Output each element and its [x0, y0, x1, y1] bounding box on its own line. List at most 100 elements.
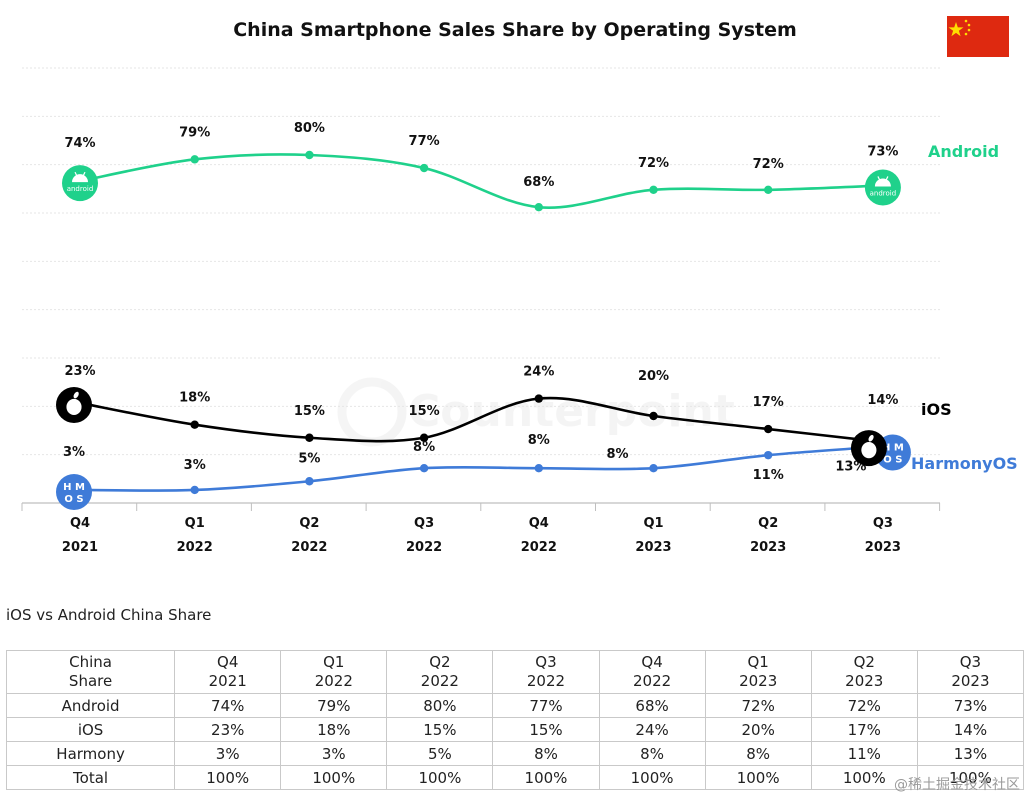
x-tick-label-quarter: Q4: [529, 516, 549, 531]
row-label: Harmony: [5, 741, 176, 766]
android-antenna: [877, 176, 881, 181]
ios-data-label: 24%: [523, 365, 554, 380]
footer-watermark: @稀土掘金技术社区: [894, 777, 1020, 793]
table-row-harmony: Harmony 3% 3% 5% 8% 8% 8% 11% 13%: [5, 741, 1025, 766]
data-labels: 74% 79% 80% 77% 68% 72% 72% 73% 23% 18% 15% 15% 24% 2…: [63, 121, 899, 483]
line-chart: China Smartphone Sales Share by Operatin…: [21, 16, 1018, 555]
table-cell: 100%: [280, 765, 388, 790]
table-cell: 15%: [386, 717, 494, 742]
android-data-point: [649, 185, 658, 194]
harmony-data-label: 8%: [528, 433, 550, 448]
table-cell: 100%: [704, 765, 812, 790]
series-legend: Android iOS HarmonyOS: [911, 142, 1018, 473]
table-header-row: China Share Q4 2021 Q1 2022 Q2 2022 Q3 2022 …: [5, 650, 1025, 694]
column-header-year: 2022: [632, 672, 672, 690]
apple-body: [861, 442, 877, 459]
android-data-label: 72%: [638, 156, 669, 171]
harmony-badge-text-bottom: O S: [883, 454, 902, 465]
corner-header-line: China: [69, 653, 112, 671]
harmony-data-point: [649, 464, 658, 473]
ios-data-label: 15%: [294, 404, 325, 419]
android-head: [874, 178, 891, 187]
ios-data-label: 14%: [867, 393, 898, 408]
row-label: Android: [5, 693, 176, 718]
table-cell: 17%: [810, 717, 918, 742]
x-axis: Q4 2021 Q1 2022 Q2 2022 Q3 2022 Q4 2022 Q1 2023 Q2 20…: [21, 502, 941, 555]
ios-data-point: [419, 433, 429, 442]
x-tick-label-quarter: Q1: [643, 516, 663, 531]
harmony-badge-text-top: H M: [63, 482, 85, 493]
android-data-point: [305, 150, 314, 160]
column-header: Q1 2023: [704, 650, 812, 694]
table-cell: 79%: [280, 693, 388, 718]
x-tick-label-quarter: Q1: [185, 516, 205, 531]
harmony-series-line: [79, 445, 883, 492]
table-cell: 73%: [916, 693, 1025, 718]
table-cell: 24%: [598, 717, 706, 742]
table-cell: 100%: [386, 765, 494, 790]
android-badge-text: android: [870, 189, 897, 197]
harmony-badge-text-top: H M: [882, 442, 904, 453]
harmony-data-label: 8%: [413, 440, 435, 455]
android-antenna: [74, 171, 78, 177]
watermark-text: Counterpoint: [408, 386, 735, 437]
x-tick-label-quarter: Q2: [758, 516, 778, 531]
table-row-total: Total 100% 100% 100% 100% 100% 100% 100%…: [5, 765, 1025, 790]
table-cell: 14%: [916, 717, 1025, 742]
share-table: China Share Q4 2021 Q1 2022 Q2 2022 Q3 2022 …: [5, 650, 1025, 790]
table-cell: 80%: [386, 693, 494, 718]
column-header-year: 2023: [951, 672, 990, 690]
table-cell: 8%: [598, 741, 706, 766]
table-cell: 18%: [280, 717, 388, 742]
series-lines: [79, 153, 884, 492]
android-data-label: 73%: [867, 144, 898, 159]
x-tick-label-year: 2022: [291, 540, 327, 555]
chart-title: China Smartphone Sales Share by Operatin…: [233, 19, 797, 41]
flag-big-star: [948, 22, 964, 37]
table-cell: 8%: [704, 741, 812, 766]
ios-data-point: [305, 433, 314, 442]
android-data-label: 80%: [294, 121, 325, 136]
android-logo-icon: android: [864, 169, 901, 206]
corner-header: China Share: [5, 650, 176, 694]
table-cell: 3%: [174, 741, 282, 766]
x-tick-label-quarter: Q4: [70, 516, 90, 531]
x-tick-label-year: 2023: [635, 540, 671, 555]
harmony-data-label: 11%: [753, 468, 784, 483]
column-header: Q1 2022: [280, 650, 388, 694]
column-header-quarter: Q3: [535, 653, 557, 671]
table-row-ios: iOS 23% 18% 15% 15% 24% 20% 17% 14%: [5, 717, 1025, 742]
corner-header-line: Share: [68, 672, 113, 690]
column-header: Q3 2022: [492, 650, 600, 694]
column-header: Q4 2021: [174, 650, 282, 694]
column-header-year: 2022: [420, 672, 459, 690]
harmony-badge-circle: [56, 473, 92, 510]
android-data-label: 68%: [523, 175, 554, 190]
x-tick-label-year: 2022: [406, 540, 442, 555]
android-antenna: [885, 176, 889, 181]
ios-data-point: [649, 411, 658, 421]
apple-logo-icon: [850, 430, 887, 467]
ios-data-point: [764, 424, 773, 434]
column-header-quarter: Q1: [747, 653, 769, 671]
column-header-quarter: Q2: [853, 653, 875, 671]
table-cell: 72%: [810, 693, 918, 718]
column-header-quarter: Q4: [217, 653, 239, 671]
table-caption: iOS vs Android China Share: [6, 606, 212, 624]
column-header-quarter: Q3: [959, 653, 982, 671]
x-tick-label-quarter: Q3: [414, 516, 434, 531]
harmony-series-label: HarmonyOS: [911, 454, 1018, 473]
android-badge-circle: [864, 169, 901, 206]
ios-data-label: 18%: [179, 391, 210, 406]
table-cell: 23%: [174, 717, 282, 742]
android-series-label: Android: [928, 142, 999, 161]
ios-data-label: 23%: [64, 364, 95, 379]
harmony-data-label: 3%: [63, 445, 85, 460]
harmony-data-label: 13%: [835, 459, 866, 474]
harmony-badge-text-bottom: O S: [64, 494, 83, 505]
android-badge-text: android: [67, 185, 94, 193]
table-cell: 100%: [810, 765, 918, 790]
x-tick-label-year: 2022: [521, 540, 557, 555]
table-cell: 100%: [174, 765, 282, 790]
table-row-android: Android 74% 79% 80% 77% 68% 72% 72% 73%: [5, 693, 1025, 718]
